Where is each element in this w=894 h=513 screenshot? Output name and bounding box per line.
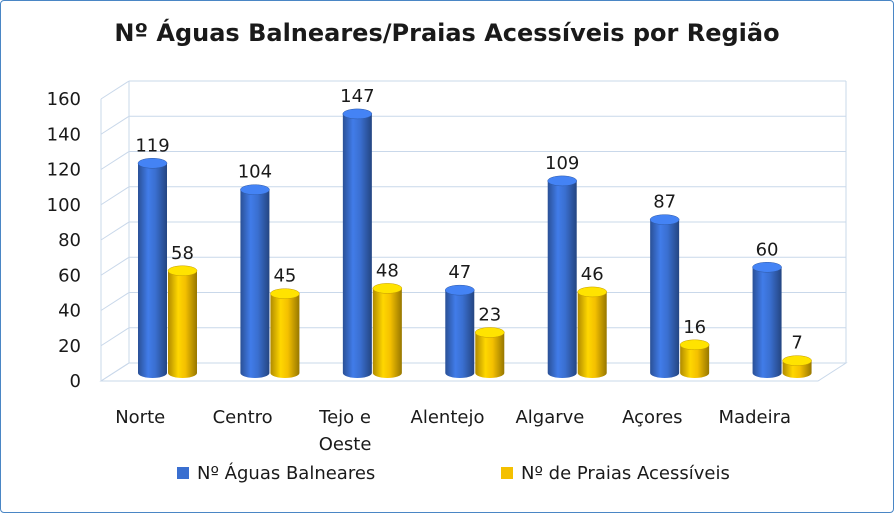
bar-praias-acessiveis — [475, 332, 505, 378]
gridline-side — [100, 115, 130, 135]
bar-praias-acessiveis — [680, 344, 710, 378]
gridline-side — [100, 256, 130, 276]
bar-aguas-balneares — [547, 180, 577, 378]
bar-aguas-balneares — [650, 219, 680, 378]
data-label: 87 — [653, 192, 676, 213]
y-tick-label: 0 — [70, 371, 81, 392]
bar-top — [342, 108, 373, 120]
x-tick-label: Alentejo — [411, 407, 485, 428]
legend-item-aguas-balneares: Nº Águas Balneares — [177, 461, 375, 485]
bar-top — [372, 283, 403, 294]
data-label: 47 — [448, 262, 471, 283]
gridline-side — [100, 292, 130, 311]
bar-top — [577, 286, 607, 298]
bar-top — [649, 214, 680, 225]
data-label: 46 — [581, 264, 604, 285]
y-tick-label: 40 — [58, 301, 81, 322]
data-label: 48 — [376, 260, 399, 281]
bar-aguas-balneares — [445, 290, 475, 378]
y-tick-label: 140 — [47, 124, 81, 145]
bar-aguas-balneares — [240, 189, 270, 378]
gridline-side — [100, 186, 130, 206]
data-label: 45 — [273, 266, 296, 287]
gridline-side — [100, 221, 130, 241]
bar-top — [547, 175, 577, 187]
data-label: 119 — [135, 135, 169, 156]
y-tick-label: 120 — [47, 160, 81, 181]
legend-swatch-aguas-balneares — [177, 467, 189, 479]
bar-aguas-balneares — [138, 163, 167, 378]
bar-praias-acessiveis — [577, 291, 607, 378]
y-tick-label: 60 — [58, 265, 81, 286]
data-label: 23 — [478, 304, 501, 325]
chart-title: Nº Águas Balneares/Praias Acessíveis por… — [114, 19, 780, 47]
bar-praias-acessiveis — [372, 288, 402, 378]
bar-aguas-balneares — [342, 113, 372, 378]
y-tick-label: 160 — [47, 89, 81, 110]
bar-top — [240, 184, 270, 195]
data-label: 109 — [545, 153, 579, 174]
gridline-side — [100, 362, 130, 382]
bar-praias-acessiveis — [270, 293, 300, 378]
gridline-side — [100, 80, 130, 100]
data-label: 104 — [238, 162, 272, 183]
data-label: 60 — [756, 239, 779, 260]
x-tick-label: Centro — [213, 407, 273, 428]
bar-top — [752, 262, 782, 273]
x-tick-label: Algarve — [515, 407, 584, 428]
legend-item-praias-acessiveis: Nº de Praias Acessíveis — [501, 461, 730, 485]
y-tick-label: 80 — [58, 230, 81, 251]
legend-label-praias-acessiveis: Nº de Praias Acessíveis — [521, 462, 730, 484]
x-tick-label: Madeira — [719, 407, 792, 428]
bar-top — [782, 355, 812, 366]
bar-top — [679, 339, 710, 351]
x-tick-label: Norte — [115, 407, 165, 428]
gridline-side — [100, 327, 130, 347]
y-tick-label: 20 — [58, 336, 81, 357]
y-tick-label: 100 — [47, 195, 81, 216]
bar-aguas-balneares — [752, 267, 782, 378]
bar-top — [445, 284, 475, 296]
bar-praias-acessiveis — [168, 270, 197, 378]
bar-top — [137, 158, 168, 169]
bar-top — [270, 288, 300, 299]
x-tick-label: Açores — [622, 407, 682, 428]
data-label: 16 — [683, 317, 706, 338]
gridline-side — [100, 151, 130, 170]
bar-top — [475, 327, 505, 338]
data-label: 7 — [791, 333, 802, 354]
data-label: 147 — [340, 86, 374, 107]
x-tick-label: Tejo e Oeste — [318, 407, 371, 455]
legend-swatch-praias-acessiveis — [501, 467, 513, 479]
legend-label-aguas-balneares: Nº Águas Balneares — [197, 462, 376, 484]
bar-top — [167, 265, 198, 277]
data-label: 58 — [171, 243, 194, 264]
